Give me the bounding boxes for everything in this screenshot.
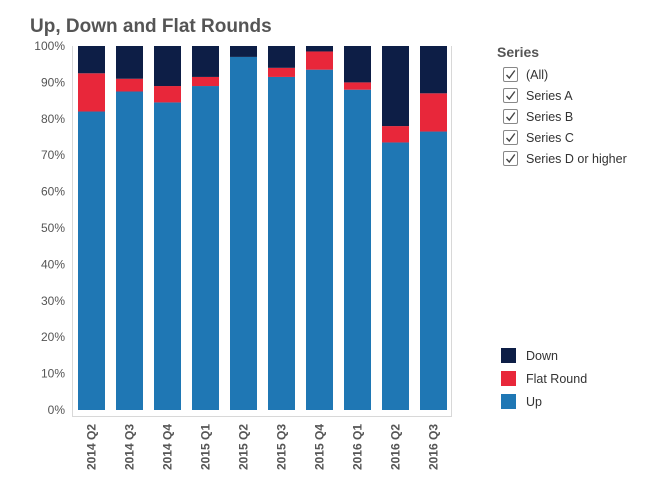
y-tick-label: 20%: [41, 330, 65, 344]
y-tick-label: 60%: [41, 185, 65, 199]
chart-title: Up, Down and Flat Rounds: [30, 16, 272, 37]
x-tick-label: 2015 Q2: [237, 424, 251, 470]
legend-swatch: [501, 394, 516, 409]
bar-segment-up[interactable]: [230, 56, 257, 411]
filter-item[interactable]: Series A: [497, 85, 627, 106]
legend-label: Flat Round: [526, 371, 588, 386]
bar-segment-up[interactable]: [420, 131, 447, 411]
bar-segment-down[interactable]: [306, 46, 333, 52]
legend-item[interactable]: Down: [501, 344, 587, 367]
x-axis-ticks: 2014 Q2 2014 Q3 2014 Q4 2015 Q1 2015 Q2 2015 …: [85, 424, 441, 470]
x-tick-label: 2015 Q4: [313, 424, 327, 470]
bar-segment-down[interactable]: [230, 46, 257, 57]
filter-list: (All) Series A Series B Series C Series D or…: [497, 64, 627, 169]
y-tick-label: 90%: [41, 75, 65, 89]
bar-segment-flat-round[interactable]: [154, 86, 181, 103]
series-filter: Series (All) Series A Series B Series C Seri…: [497, 44, 627, 169]
bar-segment-flat-round[interactable]: [192, 76, 219, 87]
y-tick-label: 40%: [41, 257, 65, 271]
bar-segment-flat-round[interactable]: [116, 78, 143, 92]
filter-item-label: Series D or higher: [526, 151, 627, 166]
stacked-bar-chart: 0% 10% 20% 30% 40% 50% 60% 70% 80% 90% 100% 2014 Q…: [34, 39, 452, 470]
bar-segment-down[interactable]: [268, 46, 295, 68]
filter-item-label: Series A: [526, 88, 573, 103]
x-tick-label: 2016 Q3: [427, 424, 441, 470]
filter-item[interactable]: Series B: [497, 106, 627, 127]
legend-swatch: [501, 348, 516, 363]
bar-segment-up[interactable]: [78, 111, 105, 411]
x-tick-label: 2014 Q4: [161, 424, 175, 470]
bar-segment-flat-round[interactable]: [78, 73, 105, 112]
x-tick-label: 2016 Q1: [351, 424, 365, 470]
bar-segment-flat-round[interactable]: [420, 93, 447, 132]
x-tick-label: 2016 Q2: [389, 424, 403, 470]
legend-label: Up: [526, 394, 542, 409]
x-tick-label: 2014 Q3: [123, 424, 137, 470]
filter-item-label: (All): [526, 67, 549, 82]
bar-segment-down[interactable]: [382, 46, 409, 127]
bar-segment-down[interactable]: [192, 46, 219, 77]
y-tick-label: 80%: [41, 112, 65, 126]
checkbox-checked-icon[interactable]: [503, 151, 518, 166]
bar-segment-up[interactable]: [268, 76, 295, 410]
bar-segment-down[interactable]: [344, 46, 371, 83]
filter-item-label: Series C: [526, 130, 574, 145]
y-tick-label: 50%: [41, 221, 65, 235]
bar-segment-up[interactable]: [154, 102, 181, 411]
bar-segment-down[interactable]: [78, 46, 105, 74]
checkbox-checked-icon[interactable]: [503, 88, 518, 103]
color-legend: Down Flat Round Up: [501, 344, 587, 413]
bar-segment-up[interactable]: [116, 91, 143, 411]
y-tick-label: 100%: [34, 39, 65, 53]
checkbox-checked-icon[interactable]: [503, 67, 518, 82]
x-tick-label: 2015 Q3: [275, 424, 289, 470]
bar-segment-flat-round[interactable]: [344, 82, 371, 90]
filter-item[interactable]: Series D or higher: [497, 148, 627, 169]
bar-segment-up[interactable]: [192, 86, 219, 410]
bar-segment-down[interactable]: [154, 46, 181, 87]
y-tick-label: 10%: [41, 367, 65, 381]
y-axis-ticks: 0% 10% 20% 30% 40% 50% 60% 70% 80% 90% 100%: [34, 39, 65, 417]
bar-segment-down[interactable]: [420, 46, 447, 94]
checkbox-checked-icon[interactable]: [503, 130, 518, 145]
y-tick-label: 0%: [48, 403, 66, 417]
bar-segment-flat-round[interactable]: [306, 51, 333, 70]
y-tick-label: 70%: [41, 148, 65, 162]
checkbox-checked-icon[interactable]: [503, 109, 518, 124]
bar-segment-down[interactable]: [116, 46, 143, 79]
filter-item[interactable]: (All): [497, 64, 627, 85]
legend-label: Down: [526, 348, 558, 363]
legend-item[interactable]: Up: [501, 390, 587, 413]
bars: [78, 46, 447, 411]
x-tick-label: 2014 Q2: [85, 424, 99, 470]
filter-item-label: Series B: [526, 109, 574, 124]
x-tick-label: 2015 Q1: [199, 424, 213, 470]
legend-item[interactable]: Flat Round: [501, 367, 587, 390]
bar-segment-up[interactable]: [382, 142, 409, 410]
filter-title: Series: [497, 44, 540, 60]
bar-segment-flat-round[interactable]: [268, 67, 295, 77]
bar-segment-up[interactable]: [344, 89, 371, 411]
filter-item[interactable]: Series C: [497, 127, 627, 148]
y-tick-label: 30%: [41, 294, 65, 308]
legend-swatch: [501, 371, 516, 386]
bar-segment-up[interactable]: [306, 69, 333, 410]
bar-segment-flat-round[interactable]: [382, 126, 409, 143]
